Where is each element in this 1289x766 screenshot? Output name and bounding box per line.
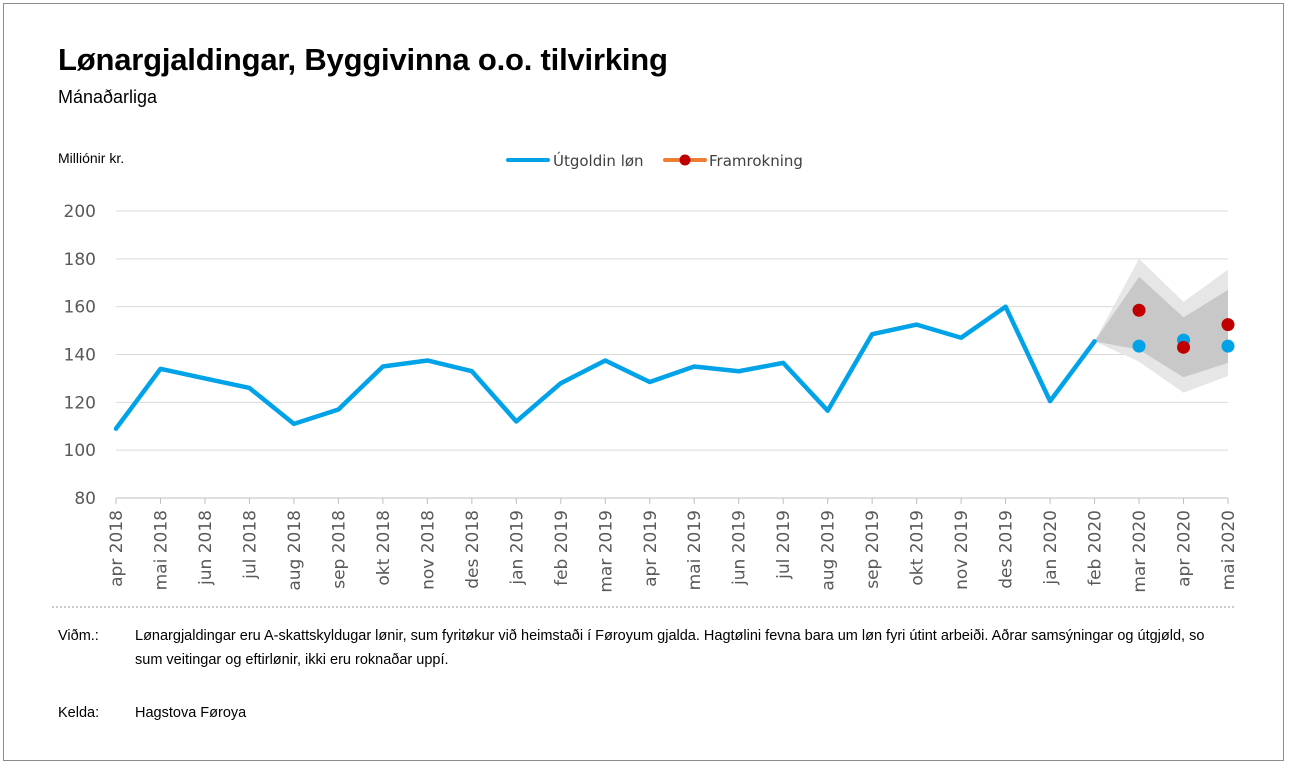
y-tick-label-100: 100 (64, 441, 96, 461)
x-tick-label-mai-2019: mai 2019 (685, 510, 705, 590)
y-tick-label-140: 140 (64, 346, 96, 366)
forecast-point-mai-2020 (1221, 318, 1235, 332)
x-tick-label-des-2018: des 2018 (463, 510, 483, 589)
plot-area: 80 100 120 140 160 180 200 apr 2018 mai 2018 jun … (64, 202, 1239, 593)
x-tick-label-aug-2018: aug 2018 (285, 510, 305, 591)
y-tick-label-180: 180 (64, 250, 96, 270)
extra-point-mar-2020 (1132, 339, 1146, 353)
legend-label-forecast: Framrokning (709, 152, 803, 170)
x-tick-label-mar-2019: mar 2019 (596, 510, 616, 593)
note-text: Lønargjaldingar eru A-skattskyldugar løn… (135, 628, 1205, 668)
chart-title: Lønargjaldingar, Byggivinna o.o. tilvirk… (58, 42, 668, 77)
y-tick-label-120: 120 (64, 393, 96, 413)
forecast-point-mar-2020 (1132, 303, 1146, 317)
x-tick-label-feb-2019: feb 2019 (552, 510, 572, 586)
forecast-band-1 (1094, 276, 1228, 378)
x-tick-label-nov-2019: nov 2019 (952, 510, 972, 590)
x-tick-label-apr-2019: apr 2019 (641, 510, 661, 587)
x-tick-label-mai-2020: mai 2020 (1219, 510, 1239, 590)
x-tick-label-jun-2018: jun 2018 (196, 510, 216, 586)
x-tick-label-jan-2020: jan 2020 (1041, 510, 1061, 586)
extra-point-mai-2020 (1221, 339, 1235, 353)
x-tick-label-sep-2019: sep 2019 (863, 510, 883, 589)
y-axis-unit-label: Milliónir kr. (58, 150, 124, 166)
forecast-point-apr-2020 (1177, 340, 1191, 354)
x-tick-label-sep-2018: sep 2018 (329, 510, 349, 589)
y-tick-label-80: 80 (74, 489, 96, 509)
chart-subtitle: Mánaðarliga (58, 87, 158, 107)
chart-frame (3, 3, 1284, 761)
legend-marker-forecast (679, 154, 691, 166)
legend: Útgoldin løn Framrokning (506, 151, 803, 170)
x-tick-label-jul-2019: jul 2019 (774, 510, 794, 580)
x-tick-label-nov-2018: nov 2018 (418, 510, 438, 590)
source-text: Hagstova Føroya (135, 705, 247, 721)
x-tick-label-okt-2019: okt 2019 (908, 510, 928, 586)
x-tick-label-aug-2019: aug 2019 (819, 510, 839, 591)
x-tick-label-des-2019: des 2019 (997, 510, 1017, 589)
y-tick-label-160: 160 (64, 298, 96, 318)
legend-label-actual: Útgoldin løn (553, 151, 644, 170)
x-tick-label-apr-2020: apr 2020 (1175, 510, 1195, 587)
source-label: Kelda: (58, 705, 100, 721)
x-tick-label-jul-2018: jul 2018 (240, 510, 260, 580)
x-tick-label-jan-2019: jan 2019 (507, 510, 527, 586)
series-line-utgoldin-lon (113, 304, 1097, 431)
x-tick-label-okt-2018: okt 2018 (374, 510, 394, 586)
x-tick-label-feb-2020: feb 2020 (1086, 510, 1106, 586)
note-label: Viðm.: (58, 628, 99, 644)
x-tick-label-mai-2018: mai 2018 (151, 510, 171, 590)
x-tick-label-mar-2020: mar 2020 (1130, 510, 1150, 593)
x-tick-label-apr-2018: apr 2018 (107, 510, 127, 587)
x-tick-label-jun-2019: jun 2019 (730, 510, 750, 586)
y-tick-label-200: 200 (64, 202, 96, 222)
